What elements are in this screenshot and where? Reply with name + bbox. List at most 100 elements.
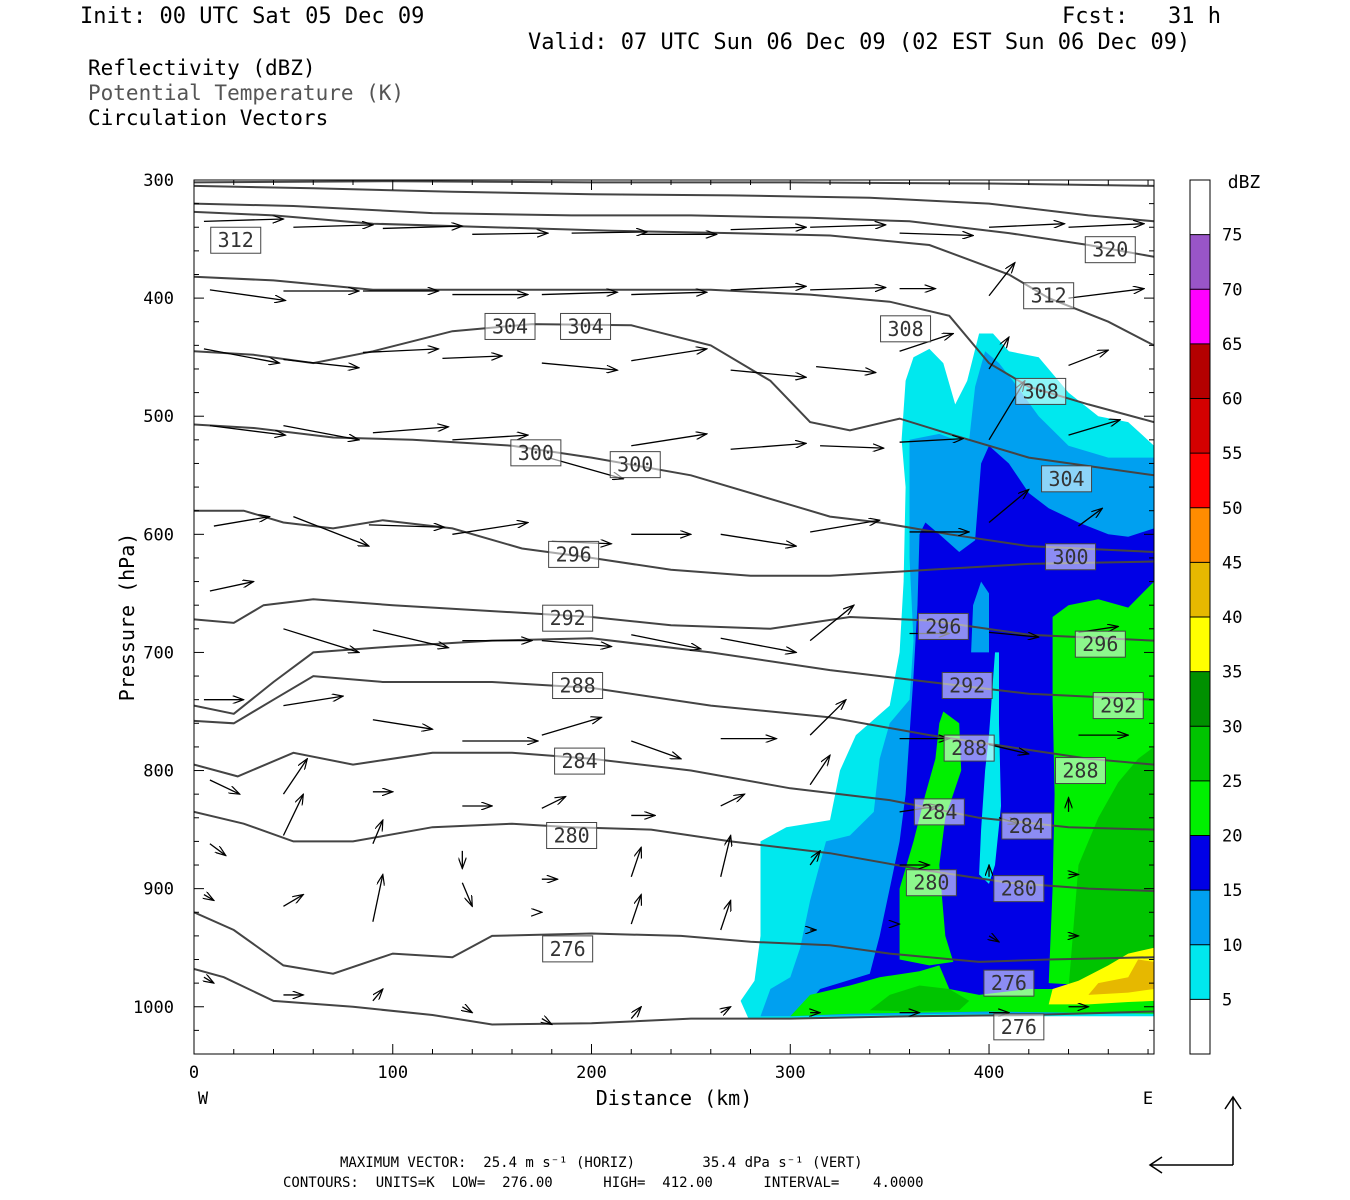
theta-label: 300: [617, 453, 653, 477]
theta-label: 312: [1031, 284, 1067, 308]
theta-label-box: [1015, 377, 1067, 405]
circulation-vector-arrow: [461, 882, 472, 907]
circulation-vector-arrow: [372, 427, 449, 434]
colorbar-segment: [1190, 180, 1210, 235]
colorbar-segment: [1190, 780, 1210, 836]
circulation-vector-arrow: [809, 605, 854, 642]
theta-label-box: [552, 672, 604, 700]
theta-label-box: [905, 869, 957, 897]
theta-label-box: [510, 439, 562, 467]
circulation-vector-arrow: [283, 628, 359, 653]
refl-25-low: [869, 985, 970, 1012]
theta-label: 280: [554, 824, 590, 848]
circulation-vector-arrow: [631, 634, 701, 649]
circulation-vector-arrow: [209, 582, 254, 592]
circulation-vector-arrow: [631, 434, 707, 447]
y-tick-label: 700: [143, 643, 174, 663]
theta-label-box: [993, 875, 1045, 903]
theta-label: 304: [567, 314, 603, 338]
colorbar-label: 40: [1222, 608, 1242, 628]
forecast-hour: Fcst: 31 h: [1062, 4, 1221, 29]
theta-label: 300: [1052, 545, 1088, 569]
theta-label: 284: [1009, 814, 1045, 838]
refl-20-col1: [899, 711, 962, 966]
maximum-vector-note: MAXIMUM VECTOR: 25.4 m s⁻¹ (HORIZ) 35.4 …: [340, 1155, 863, 1171]
x-axis-label: Distance (km): [596, 1086, 753, 1110]
theta-contour-line: [194, 423, 1154, 553]
theta-label-box: [1084, 236, 1136, 264]
colorbar-label: 30: [1222, 717, 1242, 737]
circulation-vector-arrow: [382, 226, 463, 228]
circulation-vector-arrow: [816, 365, 876, 373]
circulation-vector-arrow: [541, 362, 618, 370]
theta-label: 320: [1092, 238, 1128, 262]
theta-label: 304: [492, 314, 528, 338]
x-end-label-east: E: [1143, 1089, 1153, 1109]
axes: Distance (km) Pressure (hPa) W E 0 100 200…: [115, 171, 1154, 1110]
theta-label: 292: [1100, 694, 1136, 718]
colorbar-label: 70: [1222, 280, 1242, 300]
circulation-vector-arrow: [283, 696, 343, 707]
circulation-vector-arrow: [372, 989, 383, 1002]
colorbar-label: 65: [1222, 335, 1242, 355]
theta-label: 308: [887, 317, 923, 341]
theta-label-box: [1023, 282, 1075, 310]
colorbar-label: 20: [1222, 827, 1242, 847]
circulation-vector-arrow: [809, 755, 830, 786]
circulation-vector-arrow: [720, 836, 731, 877]
refl-10-gap: [971, 581, 989, 653]
theta-label-box: [546, 822, 598, 849]
colorbar-label: 50: [1222, 499, 1242, 519]
theta-label-box: [548, 540, 600, 568]
circulation-vector-arrow: [721, 1007, 731, 1013]
legend-potential-temperature: Potential Temperature (K): [88, 81, 405, 105]
circulation-vector-arrow: [630, 847, 641, 878]
legend-circulation-vectors: Circulation Vectors: [88, 106, 329, 130]
circulation-vector-arrow: [899, 233, 974, 235]
circulation-vector-arrow: [209, 779, 240, 794]
y-tick-label: 400: [143, 289, 174, 309]
theta-label: 312: [218, 228, 254, 252]
circulation-vector-arrow: [988, 743, 1029, 754]
theta-label: 288: [951, 736, 987, 760]
colorbar-segment: [1190, 726, 1210, 781]
theta-contour-line: [194, 184, 1154, 223]
colorbar-segment: [1190, 562, 1210, 617]
circulation-vector-arrow: [820, 446, 884, 448]
theta-label-box: [913, 798, 965, 826]
circulation-vector-arrow: [213, 517, 270, 527]
circulation-vector-arrow: [442, 356, 502, 358]
circulation-vector-arrow: [293, 225, 373, 227]
theta-label-box: [542, 604, 594, 632]
theta-label-box: [983, 969, 1035, 997]
theta-contour-line: [194, 202, 1154, 258]
colorbar-title: dBZ: [1228, 172, 1261, 193]
circulation-vector-arrow: [988, 263, 1015, 297]
y-tick-label: 600: [143, 525, 174, 545]
circulation-vector-arrow: [372, 820, 383, 845]
contour-info-note: CONTOURS: UNITS=K LOW= 276.00 HIGH= 412.…: [283, 1175, 924, 1191]
reference-vector-icon: [1148, 1095, 1242, 1174]
theta-label-box: [1001, 812, 1053, 840]
colorbar: dBZ 5 10 15 20 25 30 35 40 45 50 55 60 65 70 75: [1189, 172, 1261, 1055]
theta-label-box: [1074, 630, 1126, 658]
circulation-vector-arrow: [293, 516, 369, 547]
circulation-vector-arrow: [730, 369, 807, 377]
y-tick-label: 500: [143, 407, 174, 427]
circulation-vector-arrow: [631, 349, 707, 362]
theta-label-box: [941, 672, 993, 700]
legend-reflectivity: Reflectivity (dBZ): [88, 56, 316, 80]
circulation-vector-arrow: [809, 700, 846, 736]
circulation-vector-arrow: [988, 337, 1009, 370]
circulation-vector-arrow: [1068, 224, 1145, 228]
colorbar-label: 45: [1222, 553, 1242, 573]
circulation-vector-arrow: [810, 225, 886, 227]
circulation-vector-arrow: [720, 637, 797, 652]
init-time: Init: 00 UTC Sat 05 Dec 09: [80, 4, 425, 29]
valid-time: Valid: 07 UTC Sun 06 Dec 09 (02 EST Sun …: [528, 30, 1191, 55]
colorbar-segment: [1190, 890, 1210, 945]
circulation-vector-arrow: [989, 224, 1065, 228]
y-tick-label: 800: [143, 762, 174, 782]
circulation-vector-arrow: [988, 631, 1039, 637]
circulation-vector-arrow: [899, 439, 964, 443]
